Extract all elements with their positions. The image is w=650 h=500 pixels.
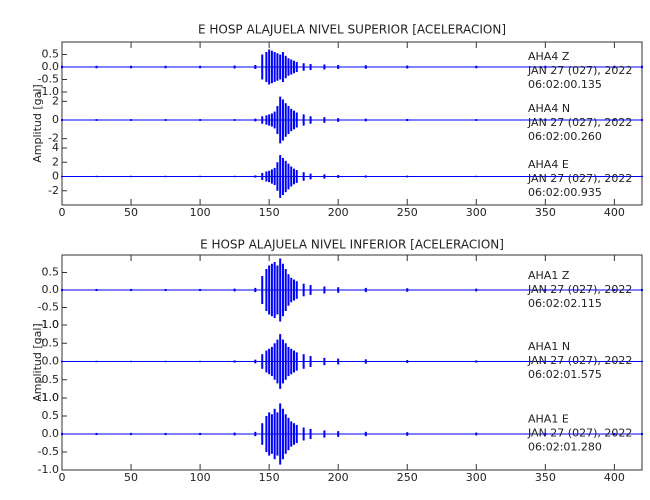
- x-tick-label: 50: [124, 206, 138, 219]
- trace-station: AHA4 Z: [528, 50, 570, 63]
- trace-date: JAN 27 (027), 2022: [527, 427, 632, 440]
- y-tick-label: -1.0: [38, 318, 59, 331]
- x-tick-label: 250: [397, 206, 418, 219]
- trace-station: AHA1 Z: [528, 269, 570, 282]
- x-tick-label: 200: [328, 206, 349, 219]
- trace-date: JAN 27 (027), 2022: [527, 64, 632, 77]
- x-tick-label: 200: [328, 471, 349, 484]
- x-tick-label: 300: [466, 206, 487, 219]
- x-tick-label: 0: [59, 471, 66, 484]
- y-tick-label: 1.0: [42, 318, 60, 331]
- trace-time: 06:02:00.260: [528, 130, 602, 143]
- trace-date: JAN 27 (027), 2022: [527, 116, 632, 129]
- trace-time: 06:02:02.115: [528, 297, 602, 310]
- y-tick-label: 0.0: [42, 427, 60, 440]
- trace-time: 06:02:00.135: [528, 78, 602, 91]
- y-tick-label: 1.0: [42, 391, 60, 404]
- x-tick-label: 100: [190, 206, 211, 219]
- trace-station: AHA1 E: [528, 413, 569, 426]
- y-tick-label: 0.5: [42, 266, 60, 279]
- y-tick-label: 0.5: [42, 336, 60, 349]
- y-tick-label: -2: [48, 184, 59, 197]
- trace-time: 06:02:01.280: [528, 441, 602, 454]
- plot-frame: [61, 254, 643, 471]
- y-tick-label: -0.5: [38, 73, 59, 86]
- y-tick-label: -0.5: [38, 301, 59, 314]
- chart-title: E HOSP ALAJUELA NIVEL INFERIOR [ACELERAC…: [200, 238, 504, 252]
- trace-date: JAN 27 (027), 2022: [527, 283, 632, 296]
- y-tick-label: 0.5: [42, 48, 60, 61]
- y-tick-label: -1.0: [38, 85, 59, 98]
- x-tick-label: 350: [535, 471, 556, 484]
- trace-station: AHA4 N: [528, 102, 570, 115]
- x-tick-label: 300: [466, 471, 487, 484]
- trace-date: JAN 27 (027), 2022: [527, 354, 632, 367]
- y-tick-label: 2: [52, 155, 59, 168]
- x-tick-label: 250: [397, 471, 418, 484]
- trace-station: AHA1 N: [528, 340, 570, 353]
- chart-title: E HOSP ALAJUELA NIVEL SUPERIOR [ACELERAC…: [198, 23, 506, 37]
- y-tick-label: 0.0: [42, 60, 60, 73]
- trace-station: AHA4 E: [528, 158, 569, 171]
- y-tick-label: -1.0: [38, 463, 59, 476]
- y-tick-label: 0.0: [42, 355, 60, 368]
- plot-frame: [61, 41, 643, 206]
- trace-time: 06:02:01.575: [528, 368, 602, 381]
- x-tick-label: 100: [190, 471, 211, 484]
- x-tick-label: 50: [124, 471, 138, 484]
- y-tick-label: -0.5: [38, 373, 59, 386]
- x-tick-label: 150: [259, 206, 280, 219]
- y-tick-label: 0.0: [42, 283, 60, 296]
- y-tick-label: 4: [52, 141, 59, 154]
- y-tick-label: -0.5: [38, 445, 59, 458]
- y-tick-label: -2: [48, 132, 59, 145]
- y-tick-label: 0.5: [42, 409, 60, 422]
- x-tick-label: 400: [604, 206, 625, 219]
- trace-time: 06:02:00.935: [528, 186, 602, 199]
- y-tick-label: 0: [52, 113, 59, 126]
- y-tick-label: 2: [52, 94, 59, 107]
- y-tick-label: -1.0: [38, 391, 59, 404]
- x-tick-label: 400: [604, 471, 625, 484]
- x-tick-label: 0: [59, 206, 66, 219]
- y-tick-label: 0: [52, 170, 59, 183]
- y-axis-label: Amplitud [gal]: [31, 323, 44, 401]
- x-tick-label: 150: [259, 471, 280, 484]
- x-tick-label: 350: [535, 206, 556, 219]
- trace-date: JAN 27 (027), 2022: [527, 172, 632, 185]
- y-axis-label: Amplitud [gal]: [31, 84, 44, 162]
